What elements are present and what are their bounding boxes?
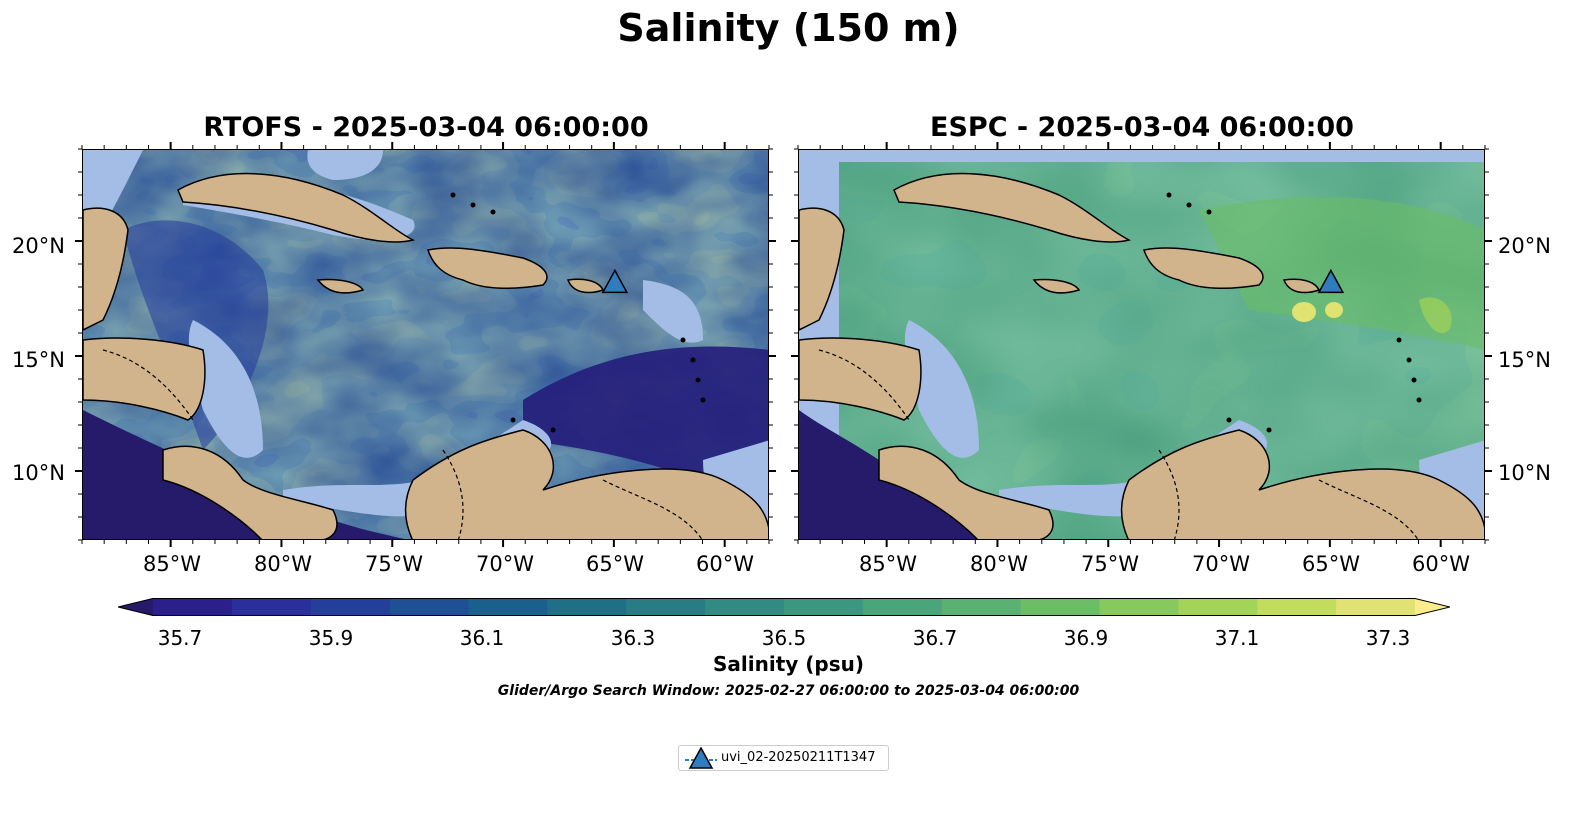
figure-title: Salinity (150 m) (617, 6, 960, 50)
lon-tick-label: 80°W (254, 552, 312, 576)
colorbar-segment (784, 598, 864, 616)
colorbar-tick-label: 36.1 (459, 626, 505, 650)
colorbar-segment (1178, 598, 1258, 616)
colorbar-tick-label: 36.5 (761, 626, 807, 650)
colorbar-tick-label: 36.3 (610, 626, 656, 650)
lon-tick-label: 85°W (859, 552, 917, 576)
colorbar-tick-label: 35.7 (157, 626, 203, 650)
colorbar-segment (862, 598, 943, 616)
map-panel-espc (798, 149, 1485, 540)
lat-tick-label: 20°N (1498, 234, 1551, 258)
map-panel-rtofs (82, 149, 769, 540)
lon-tick-label: 65°W (1302, 552, 1360, 576)
colorbar-tick-label: 36.7 (912, 626, 958, 650)
colorbar-extend-low (118, 598, 153, 616)
legend: uvi_02-20250211T1347 (678, 745, 889, 771)
colorbar-label: Salinity (psu) (712, 652, 864, 676)
colorbar-segment (153, 598, 233, 616)
lat-tick-label: 10°N (12, 461, 65, 485)
lon-tick-label: 70°W (476, 552, 534, 576)
panel-title-rtofs: RTOFS - 2025-03-04 06:00:00 (203, 112, 649, 143)
colorbar-extend-high (1415, 598, 1450, 616)
lon-tick-label: 65°W (586, 552, 644, 576)
colorbar-segment (468, 598, 548, 616)
colorbar-segment (547, 598, 627, 616)
lon-tick-label: 85°W (143, 552, 201, 576)
map-espc (799, 150, 1484, 539)
colorbar-tick-label: 37.3 (1365, 626, 1411, 650)
colorbar-segment (310, 598, 391, 616)
triangle-marker-icon (685, 747, 717, 769)
legend-label: uvi_02-20250211T1347 (721, 750, 876, 765)
lat-tick-label: 15°N (12, 348, 65, 372)
lon-tick-label: 70°W (1192, 552, 1250, 576)
lon-tick-label: 60°W (696, 552, 754, 576)
colorbar-segment (389, 598, 469, 616)
colorbar-outline (118, 598, 1450, 616)
lon-tick-label: 80°W (970, 552, 1028, 576)
glider-marker-rtofs (601, 268, 629, 294)
colorbar (118, 598, 1450, 616)
colorbar-tick-label: 36.9 (1063, 626, 1109, 650)
colorbar-segment (705, 598, 785, 616)
colorbar-segment (941, 598, 1022, 616)
lat-tick-label: 15°N (1498, 348, 1551, 372)
lat-tick-label: 10°N (1498, 461, 1551, 485)
colorbar-tick-label: 35.9 (308, 626, 354, 650)
colorbar-segment (1257, 598, 1337, 616)
lon-tick-label: 60°W (1412, 552, 1470, 576)
panel-title-espc: ESPC - 2025-03-04 06:00:00 (930, 112, 1354, 143)
colorbar-segment (626, 598, 706, 616)
lon-tick-label: 75°W (365, 552, 423, 576)
colorbar-tick-label: 37.1 (1214, 626, 1260, 650)
lon-tick-label: 75°W (1081, 552, 1139, 576)
search-window-text: Glider/Argo Search Window: 2025-02-27 06… (497, 683, 1080, 699)
colorbar-segment (1020, 598, 1100, 616)
colorbar-segment (231, 598, 312, 616)
axis-ticks (75, 142, 1492, 547)
map-rtofs (83, 150, 768, 539)
glider-marker-espc (1317, 268, 1345, 294)
colorbar-segment (1099, 598, 1179, 616)
lat-tick-label: 20°N (12, 234, 65, 258)
colorbar-segment (1336, 598, 1416, 616)
